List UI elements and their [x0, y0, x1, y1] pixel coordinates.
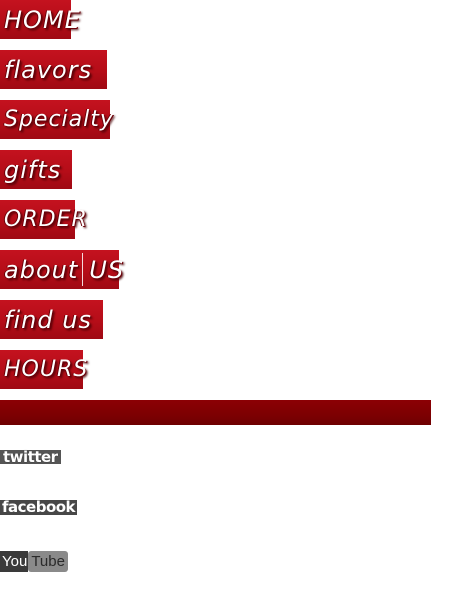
nav-flavors[interactable]: flavors [0, 50, 107, 89]
nav-find-us-label: find us [4, 305, 92, 334]
nav-specialty[interactable]: Specialty [0, 100, 113, 139]
nav-home[interactable]: HOME [0, 0, 80, 39]
nav-us-label: US [89, 255, 125, 284]
nav-gifts-label: gifts [4, 155, 62, 184]
nav-hours[interactable]: HOURS [0, 350, 87, 389]
nav-gifts[interactable]: gifts [0, 150, 72, 189]
nav-find-us[interactable]: find us [0, 300, 103, 339]
twitter-logo: twitter [0, 450, 61, 465]
youtube-logo-tube: Tube [28, 550, 68, 572]
youtube-link[interactable]: You Tube [0, 550, 68, 572]
nav-order[interactable]: ORDER [0, 200, 87, 239]
twitter-link[interactable]: twitter [0, 450, 61, 465]
nav-flavors-label: flavors [4, 55, 93, 84]
facebook-logo: facebook [0, 498, 78, 516]
youtube-logo-you: You [0, 550, 29, 572]
nav-home-label: HOME [4, 5, 81, 34]
nav-about-us[interactable]: about US [0, 250, 123, 289]
divider-bar [0, 400, 431, 425]
nav-specialty-label: Specialty [4, 106, 114, 132]
nav-order-label: ORDER [4, 206, 88, 232]
facebook-link[interactable]: facebook [0, 498, 78, 516]
nav-hours-label: HOURS [4, 356, 89, 382]
nav-about-divider [82, 253, 83, 286]
nav-about-label: about [4, 255, 79, 284]
